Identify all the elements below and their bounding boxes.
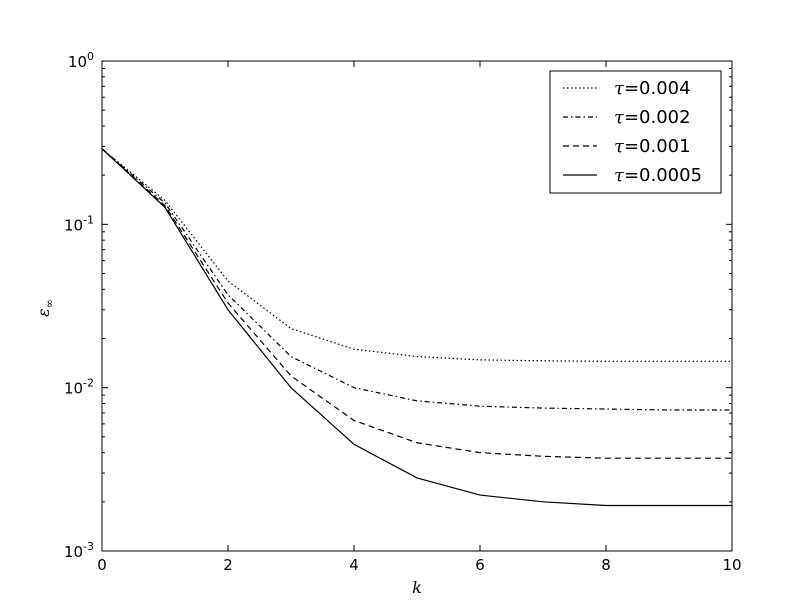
x-tick-label: 0	[97, 556, 107, 574]
y-tick-label-exponent: -1	[83, 213, 94, 226]
y-tick-label: 10-1	[64, 213, 94, 234]
y-tick-label-exponent: -2	[83, 377, 94, 390]
legend-label-value: =0.001	[624, 136, 691, 157]
legend-label-3: τ=0.001	[614, 136, 691, 157]
legend-label-symbol: τ	[614, 78, 625, 99]
series-line-1	[101, 148, 732, 362]
legend-label-2: τ=0.002	[614, 107, 691, 128]
legend-label-4: τ=0.0005	[614, 165, 702, 186]
x-axis-label: k	[412, 578, 422, 597]
y-tick-label-base: 10	[64, 380, 83, 398]
legend-box	[549, 70, 722, 194]
series-layer	[101, 148, 732, 507]
x-tick-label: 6	[475, 556, 485, 574]
y-tick-label: 100	[68, 50, 94, 71]
legend-label-symbol: τ	[614, 107, 625, 128]
legend-label-value: =0.002	[624, 107, 691, 128]
series-line-3	[101, 148, 732, 459]
legend-label-symbol: τ	[614, 136, 625, 157]
y-tick-label-exponent: 0	[87, 50, 94, 63]
y-tick-label-base: 10	[68, 53, 87, 71]
y-axis-label: ε∞	[34, 299, 56, 317]
plot-frame	[101, 60, 733, 552]
x-tick-label: 2	[223, 556, 233, 574]
x-tick-label: 8	[601, 556, 611, 574]
x-tick-label: 4	[349, 556, 359, 574]
y-axis-label-main: ε	[34, 308, 53, 317]
y-tick-label: 10-3	[64, 540, 94, 561]
y-axis-label-sub: ∞	[43, 299, 56, 308]
series-line-4	[101, 148, 732, 507]
legend-label-1: τ=0.004	[614, 78, 691, 99]
legend-label-value: =0.004	[624, 78, 691, 99]
y-tick-label-base: 10	[64, 216, 83, 234]
y-tick-label-exponent: -3	[83, 540, 94, 553]
series-line-2	[101, 148, 732, 411]
y-tick-label-base: 10	[64, 543, 83, 561]
legend-label-symbol: τ	[614, 165, 625, 186]
legend-label-value: =0.0005	[624, 165, 702, 186]
x-tick-label: 10	[722, 556, 741, 574]
y-tick-label: 10-2	[64, 377, 94, 398]
